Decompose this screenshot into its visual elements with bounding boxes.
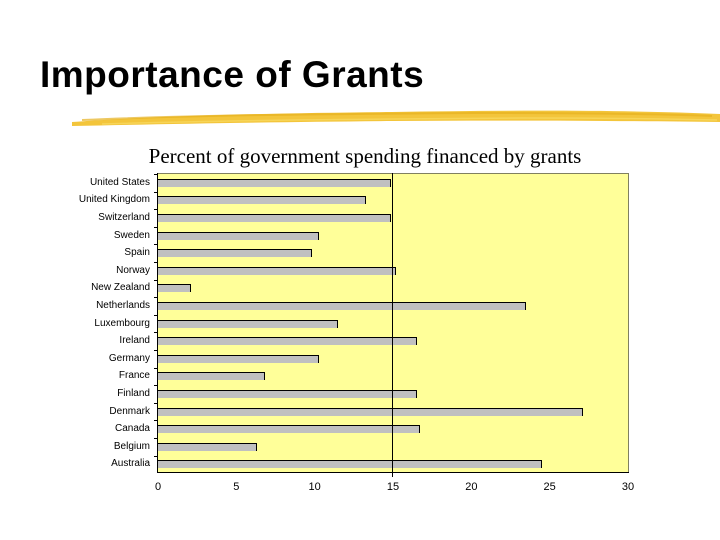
bar-sweden [158, 231, 320, 240]
category-label: France [118, 370, 150, 382]
bar-spain [158, 249, 312, 258]
y-tick-mark [154, 368, 158, 369]
bar-united-states [158, 178, 392, 187]
chart-title: Percent of government spending financed … [148, 144, 582, 168]
reference-line-15 [392, 173, 393, 477]
category-label: Spain [124, 247, 150, 259]
bar-canada [158, 425, 420, 434]
category-label: United Kingdom [78, 194, 150, 206]
y-tick-mark [154, 280, 158, 281]
y-tick-mark [154, 332, 158, 333]
category-label: Belgium [113, 440, 150, 452]
category-label: United States [89, 176, 150, 188]
slide-title: Importance of Grants [40, 54, 425, 95]
bar-united-kingdom [158, 196, 367, 205]
bar-finland [158, 390, 417, 398]
bar-switzerland [158, 214, 392, 222]
category-label: Norway [116, 264, 150, 276]
y-tick-mark [154, 192, 158, 193]
y-tick-mark [154, 262, 158, 263]
x-tick-label: 10 [308, 481, 321, 493]
category-label: Denmark [109, 405, 150, 417]
bar-australia [158, 460, 542, 469]
y-tick-mark [154, 244, 158, 245]
category-label: Finland [117, 388, 150, 399]
category-label: New Zealand [91, 282, 150, 294]
y-tick-mark [154, 209, 158, 210]
bar-denmark [158, 407, 583, 416]
category-label: Canada [114, 423, 150, 435]
x-tick-label: 5 [233, 481, 240, 493]
category-label: Luxembourg [94, 317, 150, 329]
y-tick-mark [154, 315, 158, 316]
category-label: Australia [111, 458, 150, 470]
x-tick-label: 30 [621, 481, 635, 493]
category-label: Switzerland [98, 212, 150, 223]
category-label: Germany [108, 352, 150, 364]
y-tick-mark [154, 456, 158, 457]
y-tick-mark [154, 420, 158, 421]
x-tick-label: 25 [543, 481, 556, 493]
bar-france [158, 372, 265, 381]
x-tick-label: 20 [465, 481, 478, 493]
y-tick-mark [154, 350, 158, 351]
bar-norway [158, 266, 397, 275]
bar-ireland [158, 337, 417, 346]
x-tick-label: 0 [154, 481, 162, 493]
category-label: Ireland [119, 335, 150, 347]
bar-new-zealand [158, 284, 191, 293]
y-tick-mark [154, 438, 158, 439]
y-tick-mark [154, 227, 158, 228]
y-tick-mark [154, 297, 158, 298]
bar-luxembourg [158, 319, 339, 328]
y-tick-mark [154, 174, 158, 175]
x-tick-label: 15 [386, 481, 400, 493]
y-tick-mark [154, 403, 158, 404]
bar-germany [158, 354, 320, 363]
x-axis [157, 472, 629, 473]
category-label: Sweden [113, 229, 150, 241]
bar-netherlands [158, 302, 527, 310]
yellow-brush-stroke [72, 110, 720, 126]
category-label: Netherlands [96, 300, 150, 311]
y-tick-mark [154, 385, 158, 386]
bar-belgium [158, 442, 257, 451]
y-axis [157, 173, 158, 473]
